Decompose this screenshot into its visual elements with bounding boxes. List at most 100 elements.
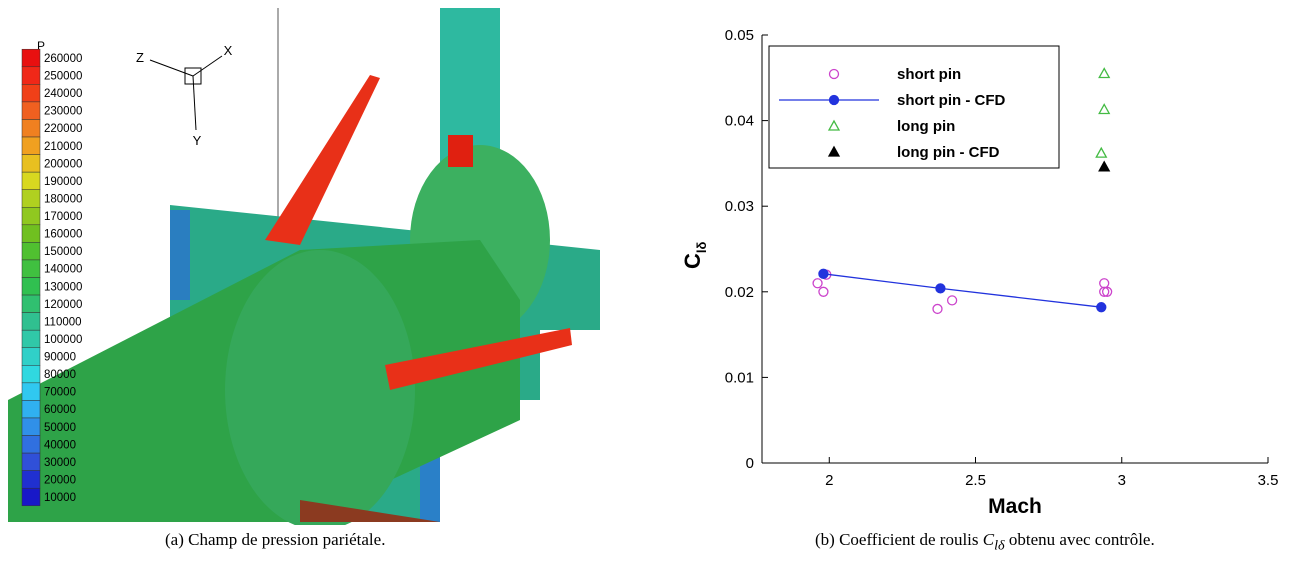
colorbar-swatch xyxy=(21,66,41,85)
legend-label: short pin - CFD xyxy=(897,92,1005,109)
colorbar-label: 200000 xyxy=(44,158,82,170)
point xyxy=(1099,286,1110,297)
colorbar-label: 90000 xyxy=(44,352,76,364)
y-axis-label-main: C xyxy=(680,253,705,269)
colorbar-swatch xyxy=(21,171,41,190)
caption-symbol: C xyxy=(982,530,995,549)
colorbar-swatch xyxy=(21,84,41,103)
colorbar-label: 100000 xyxy=(44,334,82,346)
pin xyxy=(448,135,473,167)
y-tick-label: 0.03 xyxy=(725,198,754,215)
base-edge xyxy=(300,500,440,522)
colorbar-swatch xyxy=(21,224,41,243)
point xyxy=(812,278,823,289)
colorbar-swatch xyxy=(21,435,41,454)
colorbar-swatch xyxy=(21,277,41,296)
colorbar-label: 140000 xyxy=(44,264,82,276)
colorbar-title: P xyxy=(37,39,45,53)
legend-marker xyxy=(828,68,840,80)
colorbar-label: 160000 xyxy=(44,229,82,241)
triad-axis xyxy=(192,75,197,131)
legend-label: long pin - CFD xyxy=(897,144,1000,161)
caption: (b) Coefficient de roulis Clδ obtenu ave… xyxy=(815,530,1155,554)
caption: (a) Champ de pression pariétale. xyxy=(165,530,386,549)
colorbar-label: 260000 xyxy=(44,53,82,65)
point xyxy=(1101,286,1113,297)
point xyxy=(946,295,958,306)
caption-sub: lδ xyxy=(994,537,1005,554)
legend-label: short pin xyxy=(897,66,961,83)
colorbar-swatch xyxy=(21,312,41,331)
caption-text: obtenu avec contrôle. xyxy=(1004,530,1155,549)
colorbar-swatch xyxy=(21,487,41,507)
y-axis-label-sub: lδ xyxy=(694,241,709,253)
colorbar-label: 110000 xyxy=(44,316,82,328)
chart: 0 0.01 0.02 0.03 0.04 0.05 2 2.5 3 3.5 Mach Clδ shor… xyxy=(680,27,1279,518)
point xyxy=(818,286,829,297)
colorbar-label: 170000 xyxy=(44,211,82,223)
caption-text: (b) Coefficient de roulis xyxy=(815,530,983,549)
colorbar-swatch xyxy=(21,136,41,155)
axes-triad: Z X Y xyxy=(136,43,233,148)
colorbar-swatch xyxy=(21,365,41,384)
legend-label: long pin xyxy=(897,118,955,135)
colorbar-swatch xyxy=(21,154,41,173)
point xyxy=(818,268,829,279)
colorbar-swatch xyxy=(21,400,41,419)
body-section xyxy=(225,250,415,525)
colorbar-label: 190000 xyxy=(44,176,82,188)
colorbar-swatch xyxy=(21,294,41,313)
colorbar-label: 70000 xyxy=(44,387,76,399)
colorbar-swatch xyxy=(21,189,41,208)
legend-marker xyxy=(828,94,840,106)
colorbar-label: 150000 xyxy=(44,246,82,258)
colorbar-swatch xyxy=(21,382,41,401)
colorbar-swatch xyxy=(21,452,41,471)
colorbar-label: 10000 xyxy=(44,492,76,504)
pressure-field: Z X Y P 260000 250000 240000 230000 220000 21… xyxy=(8,8,600,525)
fin-lower xyxy=(385,328,572,390)
x-tick-label: 2.5 xyxy=(965,472,986,489)
colorbar-label: 130000 xyxy=(44,281,82,293)
point xyxy=(932,303,943,315)
colorbar-label: 20000 xyxy=(44,474,76,486)
colorbar-swatch xyxy=(21,207,41,226)
colorbar-swatch xyxy=(21,101,41,120)
point xyxy=(1096,302,1107,313)
colorbar-swatch xyxy=(21,242,41,261)
colorbar-label: 180000 xyxy=(44,193,82,205)
point xyxy=(935,283,946,294)
colorbar-label: 250000 xyxy=(44,71,82,83)
triad-label: Z xyxy=(136,50,144,65)
point xyxy=(1098,160,1111,172)
point xyxy=(1098,67,1111,79)
colorbar-label: 40000 xyxy=(44,439,76,451)
y-tick-label: 0.05 xyxy=(725,27,754,44)
colorbar-swatch xyxy=(21,48,41,68)
y-tick-label: 0.01 xyxy=(725,369,754,386)
point xyxy=(1099,278,1110,289)
x-tick-label: 3.5 xyxy=(1258,472,1279,489)
y-tick-label: 0.04 xyxy=(725,113,754,130)
x-tick-label: 3 xyxy=(1118,472,1126,489)
colorbar-swatch xyxy=(21,259,41,278)
point xyxy=(1098,103,1111,115)
triad-axis xyxy=(149,59,194,77)
colorbar-swatch xyxy=(21,417,41,436)
colorbar-label: 230000 xyxy=(44,106,82,118)
series-line xyxy=(823,273,1102,308)
colorbar-swatch xyxy=(21,329,41,348)
colorbar-label: 60000 xyxy=(44,404,76,416)
triad-label: X xyxy=(224,43,233,58)
x-axis-label: Mach xyxy=(988,495,1042,518)
y-tick-label: 0 xyxy=(746,455,754,472)
colorbar-swatch xyxy=(21,119,41,138)
triad-axis xyxy=(192,55,223,77)
colorbar-label: 80000 xyxy=(44,369,76,381)
colorbar-label: 30000 xyxy=(44,457,76,469)
legend-marker xyxy=(827,119,841,131)
y-tick-label: 0.02 xyxy=(725,284,754,301)
legend-marker xyxy=(827,145,841,157)
colorbar-label: 220000 xyxy=(44,123,82,135)
